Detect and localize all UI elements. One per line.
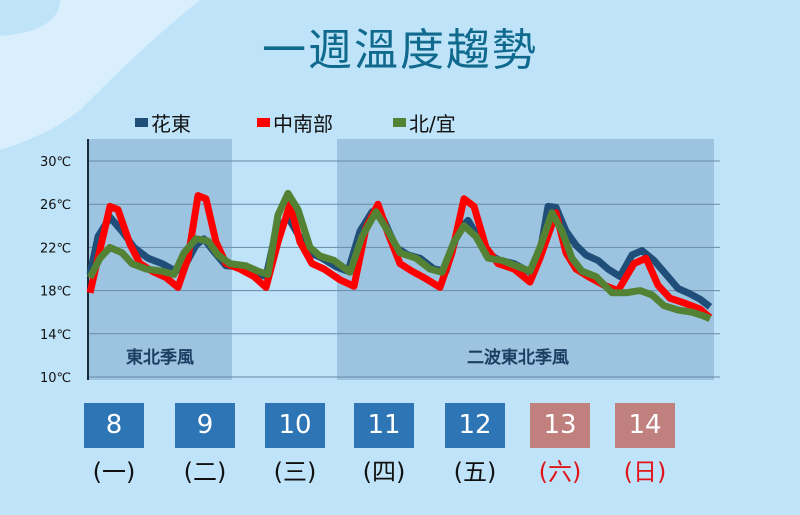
series-line xyxy=(86,189,712,322)
day-8: 8 (一) xyxy=(84,403,144,487)
weekday-label: (日) xyxy=(623,458,667,486)
series-lines xyxy=(86,189,713,322)
legend-swatch-icon xyxy=(393,118,406,127)
legend-swatch-icon xyxy=(257,118,270,127)
day-12: 12 (五) xyxy=(445,403,505,487)
region-label-monsoon: 東北季風 xyxy=(126,347,194,368)
day-11: 11 (四) xyxy=(354,403,414,487)
y-tick-label: 22℃ xyxy=(40,241,71,256)
legend-swatch-icon xyxy=(135,118,148,127)
day-10: 10 (三) xyxy=(265,403,325,487)
date-box: 8 xyxy=(84,403,144,448)
weekday-label: (五) xyxy=(453,458,497,486)
weekday-label: (三) xyxy=(273,458,317,486)
region-label-second-monsoon: 二波東北季風 xyxy=(467,347,569,368)
date-box: 12 xyxy=(445,403,505,448)
weekday-label: (六) xyxy=(538,458,582,486)
y-tick-label: 14℃ xyxy=(40,328,71,343)
day-9: 9 (二) xyxy=(175,403,235,487)
y-tick-label: 18℃ xyxy=(40,285,71,300)
weekday-label: (四) xyxy=(362,458,406,486)
weekday-label: (一) xyxy=(92,458,136,486)
legend-label: 北/宜 xyxy=(409,112,456,136)
y-tick-label: 30℃ xyxy=(40,155,71,170)
weekday-label: (二) xyxy=(183,458,227,486)
chart-title: 一週溫度趨勢 xyxy=(262,25,538,76)
legend-label: 花東 xyxy=(151,112,191,136)
date-box: 11 xyxy=(354,403,414,448)
y-axis-labels: 10℃ 14℃ 18℃ 22℃ 26℃ 30℃ xyxy=(40,155,71,386)
legend-item-central-south: 中南部 xyxy=(257,108,333,137)
day-13: 13 (六) xyxy=(530,403,590,487)
date-box: 10 xyxy=(265,403,325,448)
temperature-line-chart: 10℃ 14℃ 18℃ 22℃ 26℃ 30℃ 東北季風 二波東北季風 xyxy=(40,139,720,386)
legend-label: 中南部 xyxy=(273,112,333,136)
date-box: 13 xyxy=(530,403,590,448)
y-tick-label: 10℃ xyxy=(40,371,71,386)
legend-item-north-yilan: 北/宜 xyxy=(393,108,456,137)
y-tick-label: 26℃ xyxy=(40,198,71,213)
day-14: 14 (日) xyxy=(615,403,675,487)
date-box: 14 xyxy=(615,403,675,448)
date-box: 9 xyxy=(175,403,235,448)
legend-item-huadong: 花東 xyxy=(135,108,191,137)
day-axis: 8 (一) 9 (二) 10 (三) 11 (四) 12 (五) 13 (六) 14 (日) xyxy=(0,403,800,513)
